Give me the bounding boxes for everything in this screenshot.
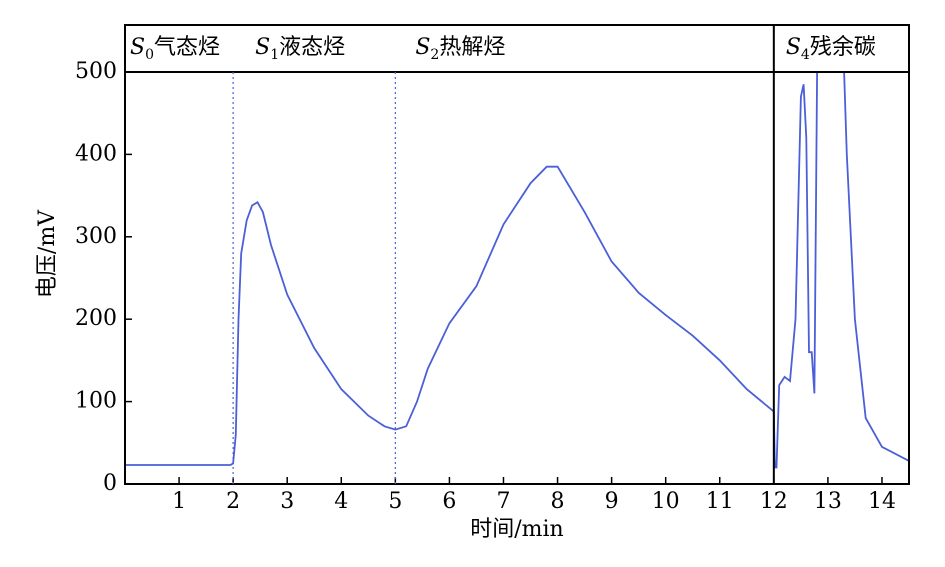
region-symbol: S — [130, 35, 145, 60]
region-name: 热解烃 — [439, 35, 505, 60]
x-tick-label: 3 — [280, 489, 294, 514]
data-line — [125, 71, 910, 469]
y-tick-label: 400 — [75, 141, 117, 166]
x-tick-label: 6 — [442, 489, 456, 514]
x-tick-label: 12 — [760, 489, 788, 514]
region-name: 残余碳 — [810, 35, 876, 60]
y-axis-label: 电压/mV — [35, 209, 60, 298]
region-symbol: S — [255, 35, 270, 60]
y-tick-label: 200 — [75, 306, 117, 331]
y-tick-label: 0 — [103, 471, 117, 496]
x-tick-label: 5 — [388, 489, 402, 514]
region-label: S0气态烃 — [130, 35, 220, 63]
y-tick-label: 500 — [75, 59, 117, 84]
region-name: 液态烃 — [279, 35, 345, 60]
x-tick-label: 4 — [334, 489, 348, 514]
region-label: S1液态烃 — [255, 35, 345, 63]
x-tick-label: 13 — [814, 489, 842, 514]
region-subscript: 2 — [430, 47, 439, 63]
x-tick-label: 10 — [652, 489, 680, 514]
y-tick-label: 300 — [75, 224, 117, 249]
x-axis-label: 时间/min — [470, 517, 563, 542]
region-subscript: 4 — [801, 47, 810, 63]
plot-frame — [124, 24, 910, 485]
region-subscript: 0 — [145, 47, 154, 63]
x-tick-label: 8 — [551, 489, 565, 514]
x-tick-label: 14 — [868, 489, 896, 514]
region-symbol: S — [786, 35, 801, 60]
region-name: 气态烃 — [154, 35, 220, 60]
region-symbol: S — [415, 35, 430, 60]
y-tick-label: 100 — [75, 389, 117, 414]
x-tick-label: 2 — [226, 489, 240, 514]
x-tick-label: 9 — [605, 489, 619, 514]
region-label: S4残余碳 — [786, 35, 876, 63]
region-subscript: 1 — [270, 47, 279, 63]
x-tick-label: 1 — [172, 489, 186, 514]
x-tick-label: 7 — [496, 489, 510, 514]
region-label: S2热解烃 — [415, 35, 505, 63]
x-tick-label: 11 — [706, 489, 734, 514]
header-band — [125, 25, 909, 72]
